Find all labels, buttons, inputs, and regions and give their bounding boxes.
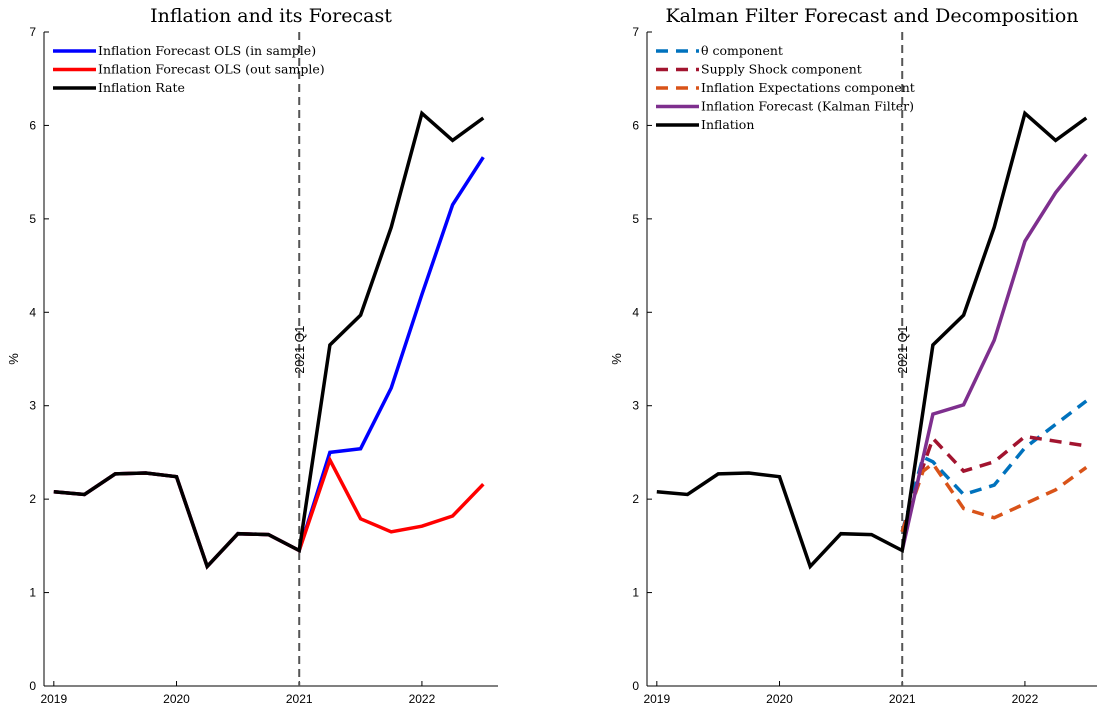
y-tick-label: 6: [29, 118, 36, 132]
x-tick-label: 2022: [409, 692, 436, 706]
y-tick-label: 4: [632, 305, 639, 319]
x-tick-label: 2019: [40, 692, 67, 706]
y-tick-label: 3: [29, 399, 36, 413]
legend-label-3: Inflation Rate: [98, 80, 185, 95]
y-axis-label: %: [609, 353, 624, 365]
y-tick-label: 5: [632, 212, 639, 226]
x-tick-label: 2019: [643, 692, 670, 706]
y-tick-label: 3: [632, 399, 639, 413]
series-line-2: [900, 434, 1087, 533]
legend-label-2: Inflation Forecast OLS (out sample): [98, 62, 325, 77]
y-tick-label: 4: [29, 305, 36, 319]
series-line-1: [900, 399, 1088, 533]
y-tick-label: 7: [632, 25, 639, 39]
y-tick-label: 0: [632, 679, 639, 693]
legend-label-1: θ component: [701, 43, 783, 58]
chart-panel-1: Inflation and its Forecast 0 1 2 3 4 5 6 7 2019 20…: [6, 5, 498, 706]
chart-title: Inflation and its Forecast: [150, 5, 392, 27]
y-axis-label: %: [6, 353, 21, 365]
y-tick-label: 6: [632, 118, 639, 132]
series-line-4: [900, 153, 1088, 551]
legend-label-1: Inflation Forecast OLS (in sample): [98, 43, 316, 58]
series-line-3: [53, 110, 485, 570]
legend-label-5: Inflation: [701, 117, 754, 132]
y-tick-label: 2: [632, 492, 639, 506]
chart-title: Kalman Filter Forecast and Decomposition: [665, 5, 1078, 27]
chart-panel-2: Kalman Filter Forecast and Decomposition…: [609, 5, 1097, 706]
legend-label-3: Inflation Expectations component: [701, 80, 915, 95]
reference-vline-label: 2021 Q1: [896, 326, 910, 374]
series-line-2: [53, 455, 485, 570]
legend: θ component Supply Shock component Inflati…: [656, 43, 915, 132]
x-tick-label: 2022: [1012, 692, 1039, 706]
y-tick-label: 7: [29, 25, 36, 39]
series-line-3: [900, 461, 1088, 533]
x-tick-label: 2020: [163, 692, 190, 706]
y-tick-label: 5: [29, 212, 36, 226]
reference-vline-label: 2021 Q1: [293, 326, 307, 374]
series-group: [53, 110, 485, 570]
series-line-5: [656, 110, 1088, 570]
y-tick-label: 2: [29, 492, 36, 506]
series-group: [656, 110, 1088, 570]
y-tick-label: 0: [29, 679, 36, 693]
legend-label-2: Supply Shock component: [701, 62, 862, 77]
legend: Inflation Forecast OLS (in sample) Inflat…: [53, 43, 325, 95]
x-tick-label: 2020: [766, 692, 793, 706]
series-line-1: [53, 156, 485, 570]
legend-label-4: Inflation Forecast (Kalman Filter): [701, 99, 914, 114]
y-tick-label: 1: [632, 586, 639, 600]
x-tick-label: 2021: [889, 692, 916, 706]
y-tick-label: 1: [29, 586, 36, 600]
x-tick-label: 2021: [286, 692, 313, 706]
